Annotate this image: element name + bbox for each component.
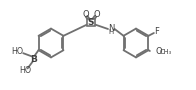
- Text: O: O: [156, 47, 162, 56]
- Text: N: N: [108, 23, 114, 32]
- Text: H: H: [108, 29, 114, 35]
- Text: HO: HO: [20, 66, 32, 75]
- Text: F: F: [154, 27, 159, 36]
- Text: B: B: [31, 55, 37, 64]
- Text: O: O: [93, 10, 100, 19]
- Text: HO: HO: [12, 47, 24, 56]
- Text: O: O: [82, 10, 89, 19]
- Text: S: S: [88, 18, 94, 27]
- FancyBboxPatch shape: [87, 19, 95, 26]
- Text: CH₃: CH₃: [159, 49, 171, 55]
